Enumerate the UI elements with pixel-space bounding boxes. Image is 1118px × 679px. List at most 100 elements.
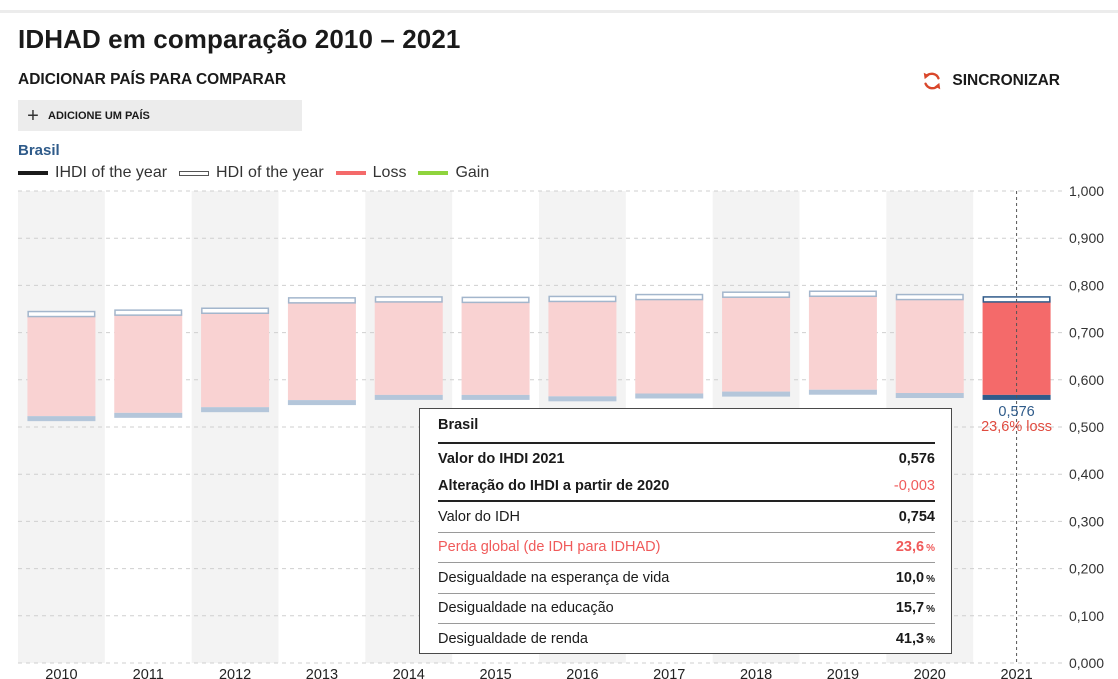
tooltip-value: 0,754	[898, 508, 935, 525]
hdi-marker	[374, 296, 443, 303]
hdi-marker	[201, 307, 270, 314]
ihdi-marker	[287, 400, 356, 406]
x-tick-label: 2019	[827, 667, 859, 679]
y-tick-label: 0,200	[1069, 561, 1104, 577]
hdi-marker	[635, 293, 704, 301]
loss-bar	[201, 311, 270, 408]
x-tick-label: 2015	[479, 667, 511, 679]
tooltip-row-life-expectancy: Desigualdade na esperança de vida 10,0%	[438, 563, 935, 594]
x-tick-label: 2021	[1000, 667, 1032, 679]
loss-bar	[114, 313, 183, 413]
loss-bar	[27, 314, 96, 417]
tooltip-label: Alteração do IHDI a partir de 2020	[438, 478, 670, 494]
ihdi-marker	[114, 412, 183, 418]
legend-swatch-gain	[418, 171, 449, 175]
legend-label: IHDI of the year	[55, 164, 168, 181]
x-tick-label: 2010	[45, 667, 77, 679]
ihdi-marker	[808, 389, 877, 395]
legend-swatch-hdi	[179, 170, 210, 176]
y-tick-label: 0,500	[1069, 419, 1104, 435]
legend-item-gain: Gain	[418, 164, 489, 182]
loss-bar	[548, 299, 617, 397]
tooltip-value: 23,6	[895, 539, 925, 556]
tooltip-unit: %	[926, 543, 935, 555]
x-tick-label: 2017	[653, 667, 685, 679]
ihdi-marker	[548, 396, 617, 402]
ihdi-marker	[374, 394, 443, 400]
ihdi-marker	[635, 393, 704, 399]
hdi-marker	[895, 293, 964, 301]
tooltip-label: Desigualdade na educação	[438, 600, 614, 617]
hdi-marker	[27, 310, 96, 318]
top-divider	[0, 10, 1118, 13]
legend-label: HDI of the year	[216, 164, 324, 181]
highlight-loss-label: 23,6% loss	[981, 419, 1052, 435]
tooltip-title: Brasil	[438, 409, 935, 444]
hdi-marker	[287, 297, 356, 304]
hdi-marker	[808, 290, 877, 298]
hdi-marker	[722, 291, 791, 298]
x-tick-label: 2016	[566, 667, 598, 679]
tooltip-value: 0,576	[898, 451, 935, 467]
tooltip-label: Desigualdade de renda	[438, 630, 588, 647]
ihdi-marker	[461, 394, 530, 400]
y-tick-label: 0,100	[1069, 608, 1104, 624]
legend-swatch-ihdi	[18, 171, 48, 175]
ihdi-marker	[201, 407, 270, 413]
hdi-marker	[114, 309, 183, 316]
page-title: IDHAD em comparação 2010 – 2021	[18, 24, 461, 54]
x-tick-label: 2012	[219, 667, 251, 679]
legend-label: Loss	[372, 164, 407, 181]
tooltip-label: Desigualdade na esperança de vida	[438, 569, 670, 586]
country-label: Brasil	[18, 142, 60, 159]
add-country-button[interactable]: + ADICIONE UM PAÍS	[18, 100, 302, 131]
ihdi-marker	[27, 416, 96, 422]
y-tick-label: 0,000	[1069, 655, 1104, 671]
tooltip-value: -0,003	[893, 478, 935, 494]
loss-bar	[287, 300, 356, 401]
tooltip-row-income: Desigualdade de renda 41,3%	[438, 624, 935, 653]
loss-bar	[461, 300, 530, 395]
tooltip-value: 15,7	[895, 600, 925, 617]
tooltip-value: 41,3	[895, 630, 925, 647]
x-tick-label: 2011	[133, 667, 164, 679]
y-tick-label: 0,400	[1069, 466, 1104, 482]
tooltip-row-ihdi-value: Valor do IHDI 2021 0,576	[438, 446, 935, 472]
tooltip-row-overall-loss: Perda global (de IDH para IDHAD) 23,6%	[438, 533, 935, 563]
tooltip-label: Perda global (de IDH para IDHAD)	[438, 539, 661, 556]
y-tick-label: 0,600	[1069, 372, 1104, 388]
tooltip-row-ihdi-change: Alteração do IHDI a partir de 2020 -0,00…	[438, 472, 935, 502]
hdi-marker	[548, 295, 617, 303]
tooltip-value: 10,0	[895, 569, 925, 586]
tooltip-panel: Brasil Valor do IHDI 2021 0,576 Alteraçã…	[419, 408, 952, 654]
highlight-value-label: 0,576	[998, 404, 1034, 420]
y-tick-label: 0,800	[1069, 277, 1104, 293]
loss-bar	[895, 297, 964, 394]
tooltip-label: Valor do IHDI 2021	[438, 451, 565, 467]
x-tick-label: 2013	[306, 667, 338, 679]
x-tick-label: 2014	[393, 667, 425, 679]
y-tick-label: 0,700	[1069, 325, 1104, 341]
tooltip-label: Valor do IDH	[438, 508, 520, 525]
y-tick-label: 0,300	[1069, 513, 1104, 529]
plus-icon: +	[27, 104, 39, 127]
tooltip-unit: %	[926, 634, 935, 646]
legend-item-loss: Loss	[335, 164, 407, 182]
y-tick-label: 1,000	[1069, 183, 1104, 199]
sync-icon	[924, 72, 941, 90]
hdi-marker	[461, 296, 530, 304]
tooltip-unit: %	[926, 604, 935, 616]
tooltip-row-hdi-value: Valor do IDH 0,754	[438, 502, 935, 533]
add-country-heading: ADICIONAR PAÍS PARA COMPARAR	[18, 71, 287, 88]
x-tick-label: 2020	[914, 667, 946, 679]
legend-item-ihdi: IHDI of the year	[18, 164, 167, 182]
loss-bar	[722, 295, 791, 392]
ihdi-marker	[722, 391, 791, 397]
legend-item-hdi: HDI of the year	[179, 164, 324, 182]
loss-bar	[635, 297, 704, 394]
chart-legend: IHDI of the year HDI of the year Loss Ga…	[18, 164, 501, 182]
ihdi-marker	[895, 393, 964, 399]
sync-button[interactable]: SINCRONIZAR	[921, 70, 1060, 92]
sync-label: SINCRONIZAR	[952, 72, 1060, 89]
